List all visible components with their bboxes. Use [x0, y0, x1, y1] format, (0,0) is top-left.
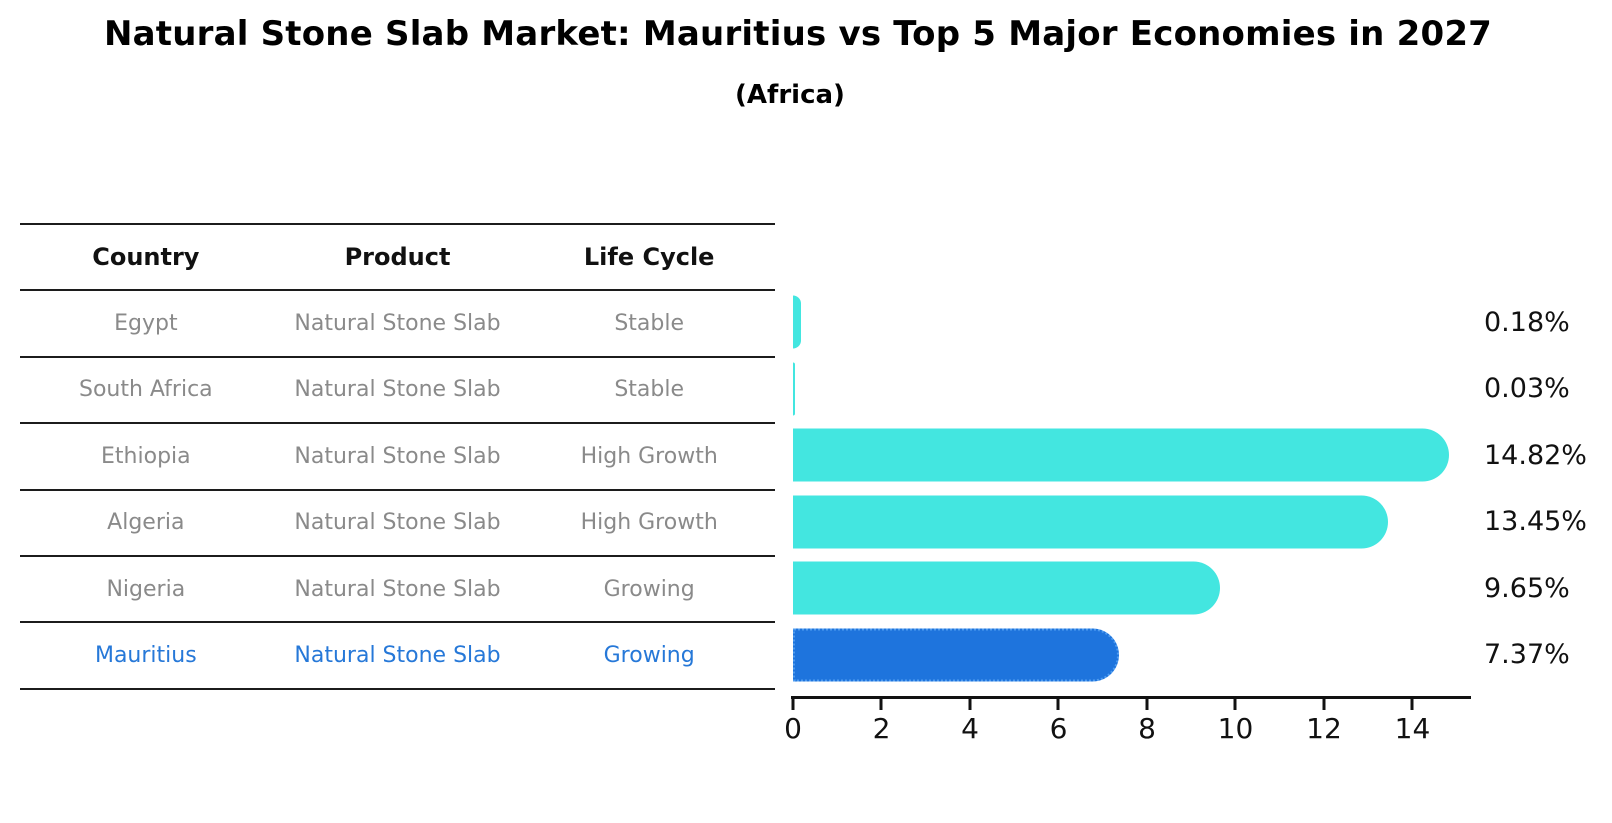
table-cell-life-cycle: Stable: [614, 311, 685, 337]
value-label: 9.65%: [1484, 572, 1570, 604]
chart-title: Natural Stone Slab Market: Mauritius vs …: [103, 14, 1493, 54]
bar-track: [793, 422, 1470, 489]
table-cell-country: Mauritius: [94, 643, 197, 669]
x-tick-label: 14: [1394, 712, 1431, 745]
x-tick-label: 8: [1138, 712, 1156, 745]
table-cell-country: Egypt: [114, 311, 178, 337]
table-row: Ethiopia Natural Stone Slab High Growth: [20, 424, 775, 491]
table-row: Mauritius Natural Stone Slab Growing: [20, 623, 775, 690]
table-header-country: Country: [92, 243, 200, 272]
bar: [793, 495, 1389, 549]
x-tick-mark: [968, 699, 972, 710]
table-cell-country: South Africa: [78, 377, 213, 403]
table-cell-product: Natural Stone Slab: [294, 643, 501, 669]
x-tick-label: 0: [784, 712, 802, 745]
bar: [793, 295, 801, 349]
value-label: 7.37%: [1484, 639, 1570, 671]
x-tick-label: 4: [961, 712, 979, 745]
chart-subtitle: (Africa): [735, 80, 845, 110]
table-cell-life-cycle: Growing: [603, 643, 695, 669]
x-axis-line: [791, 696, 1471, 699]
value-label: 0.03%: [1484, 373, 1570, 405]
table-body: Egypt Natural Stone Slab Stable South Afric…: [20, 291, 775, 690]
x-tick-mark: [1322, 699, 1326, 710]
bar-row: 9.65%: [793, 555, 1593, 622]
table-cell-product: Natural Stone Slab: [294, 576, 501, 602]
table-cell-product: Natural Stone Slab: [294, 443, 501, 469]
x-tick-mark: [791, 699, 795, 710]
table-cell-country: Ethiopia: [101, 443, 191, 469]
bar-track: [793, 622, 1470, 689]
bar-track: [793, 489, 1470, 556]
x-tick-label: 6: [1049, 712, 1068, 745]
bar: [793, 561, 1220, 615]
table-row: Egypt Natural Stone Slab Stable: [20, 291, 775, 358]
x-axis: 0 2 4 6 8 10 12 14: [784, 699, 1470, 759]
table-cell-life-cycle: High Growth: [580, 443, 718, 469]
x-tick-mark: [1410, 699, 1414, 710]
table-header-row: Country Product Life Cycle: [20, 225, 775, 292]
table-cell-product: Natural Stone Slab: [294, 510, 501, 536]
table-cell-country: Algeria: [107, 510, 185, 536]
table-cell-life-cycle: Stable: [614, 377, 685, 403]
x-tick-mark: [879, 699, 883, 710]
highlight-bar: [793, 628, 1120, 682]
x-tick-label: 10: [1217, 712, 1254, 745]
bar-track: [793, 356, 1470, 423]
table-cell-life-cycle: High Growth: [580, 510, 718, 536]
bar-row: 0.18%: [793, 289, 1593, 356]
table-row: South Africa Natural Stone Slab Stable: [20, 358, 775, 425]
bar-row: 0.03%: [793, 356, 1593, 423]
table-header-product: Product: [344, 243, 451, 272]
table-cell-life-cycle: Growing: [603, 576, 695, 602]
bar-row: 13.45%: [793, 489, 1593, 556]
table-cell-product: Natural Stone Slab: [294, 377, 501, 403]
bar: [793, 362, 795, 416]
x-tick-label: 12: [1306, 712, 1342, 745]
table-row: Algeria Natural Stone Slab High Growth: [20, 491, 775, 557]
table-row: Nigeria Natural Stone Slab Growing: [20, 557, 775, 624]
table-cell-country: Nigeria: [106, 576, 186, 602]
bar-row: 14.82%: [793, 422, 1593, 489]
value-label: 14.82%: [1484, 439, 1587, 471]
value-label: 0.18%: [1484, 306, 1570, 338]
bar: [793, 428, 1449, 482]
table-header-lifecycle: Life Cycle: [583, 243, 715, 272]
x-tick-mark: [1233, 699, 1237, 710]
country-table: Country Product Life Cycle Egypt Natural …: [20, 223, 775, 690]
x-tick-mark: [1056, 699, 1060, 710]
bar-row: 7.37%: [793, 622, 1593, 689]
bar-track: [793, 555, 1470, 622]
x-tick-mark: [1145, 699, 1149, 710]
x-tick-label: 2: [872, 712, 891, 745]
table-cell-product: Natural Stone Slab: [294, 311, 501, 337]
bars: 0.18% 0.03% 14.82% 13.45% 9.65% 7.37%: [793, 289, 1593, 688]
bar-track: [793, 289, 1470, 356]
value-label: 13.45%: [1484, 506, 1587, 538]
